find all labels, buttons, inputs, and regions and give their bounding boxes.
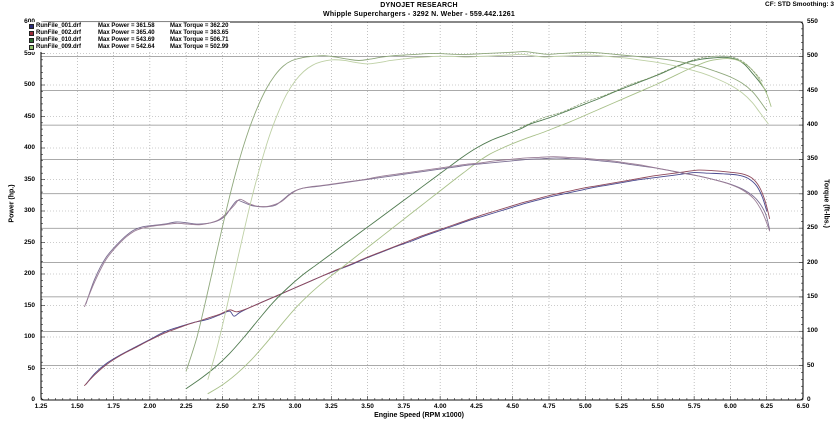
y-tick-left-label: 200: [24, 270, 35, 277]
y-tick-right-label: 200: [807, 258, 818, 266]
legend-max-torque: Max Torque = 362.20: [170, 23, 229, 29]
series-line: [84, 169, 771, 386]
y-tick-right-label: 500: [807, 52, 818, 60]
y-tick-left-label: 500: [24, 81, 35, 88]
legend-max-torque: Max Torque = 506.71: [170, 37, 229, 43]
legend-color-swatch: [29, 31, 34, 36]
series-line: [85, 172, 768, 385]
legend-row[interactable]: RunFile_009.drf Max Power = 542.64 Max Tor…: [29, 44, 228, 51]
x-tick-label: 2.75: [252, 403, 266, 410]
y-tick-right-label: 450: [807, 86, 818, 94]
x-tick-label: 2.00: [143, 403, 157, 410]
chart-title: DYNOJET RESEARCH: [380, 2, 458, 9]
y-tick-right-label: 350: [807, 155, 818, 163]
x-tick-label: 3.25: [324, 403, 338, 410]
series-line: [185, 56, 768, 390]
y-tick-left-label: 0: [31, 396, 35, 403]
legend-row[interactable]: RunFile_002.drf Max Power = 365.40 Max Tor…: [29, 30, 228, 37]
x-tick-label: 3.75: [397, 403, 411, 410]
grid-minor: [41, 56, 803, 366]
legend-color-swatch: [29, 24, 34, 29]
y-tick-left-label: 300: [24, 207, 35, 214]
series-line: [207, 53, 769, 380]
legend-run-filename: RunFile_010.drf: [36, 37, 82, 43]
y-tick-left-label: 50: [27, 364, 35, 372]
y-tick-right-label: 250: [807, 224, 818, 232]
y-tick-left-label: 150: [24, 301, 35, 309]
x-tick-label: 4.25: [470, 403, 483, 410]
chart-legend: RunFile_001.drf Max Power = 361.58 Max Tor…: [28, 22, 231, 52]
y-tick-right-label: 0: [807, 396, 811, 403]
legend-row[interactable]: RunFile_010.drf Max Power = 543.69 Max Tor…: [29, 37, 228, 44]
x-tick-label: 5.00: [578, 403, 592, 410]
legend-max-torque: Max Torque = 502.99: [170, 44, 229, 50]
y-tick-left-label: 100: [24, 333, 35, 340]
legend-color-swatch: [29, 38, 34, 43]
y-tick-left-label: 450: [24, 112, 35, 120]
x-tick-label: 1.25: [34, 403, 48, 410]
x-tick-label: 1.50: [70, 403, 84, 410]
y-tick-right-label: 300: [807, 189, 818, 197]
series-group: [84, 51, 772, 395]
series-line: [185, 51, 768, 372]
x-tick-label: 2.50: [216, 403, 229, 410]
y-tick-right-label: 50: [807, 361, 815, 369]
x-tick-label: 2.25: [179, 403, 193, 410]
legend-max-power: Max Power = 543.69: [98, 37, 155, 43]
correction-factor-label: CF: STD Smoothing: 3: [765, 1, 834, 8]
x-tick-label: 6.00: [724, 403, 737, 410]
x-tick-label: 5.75: [687, 403, 701, 410]
y-tick-left-label: 550: [24, 49, 35, 57]
series-line: [207, 58, 772, 395]
plot-frame: [40, 21, 804, 401]
series-line: [84, 156, 771, 307]
legend-run-filename: RunFile_002.drf: [36, 30, 82, 36]
y-tick-right-label: 400: [807, 121, 818, 129]
legend-max-torque: Max Torque = 363.65: [170, 30, 229, 36]
legend-color-swatch: [29, 45, 34, 50]
x-tick-label: 4.50: [506, 403, 520, 410]
y-axis-left-label: Power (hp.): [8, 184, 16, 223]
y-tick-right-label: 550: [807, 18, 818, 25]
x-tick-label: 5.50: [651, 403, 665, 410]
x-tick-label: 3.50: [361, 403, 374, 410]
x-tick-label: 6.25: [760, 403, 774, 410]
legend-max-power: Max Power = 365.40: [98, 30, 155, 36]
x-axis-label: Engine Speed (RPM x1000): [374, 412, 464, 419]
y-tick-left-label: 600: [13, 18, 35, 25]
y-tick-right-label: 150: [807, 292, 818, 300]
legend-max-power: Max Power = 361.58: [98, 23, 155, 29]
y-tick-right-label: 100: [807, 327, 818, 335]
y-tick-left-label: 350: [24, 175, 35, 183]
x-tick-label: 4.75: [542, 403, 556, 410]
legend-max-power: Max Power = 542.64: [98, 44, 155, 50]
chart-subtitle: Whipple Superchargers - 3292 N. Weber - …: [323, 11, 515, 18]
series-line: [519, 55, 763, 129]
x-tick-label: 4.00: [433, 403, 447, 410]
x-tick-label: 3.00: [288, 403, 302, 410]
y-tick-left-label: 400: [24, 144, 35, 151]
x-tick-label: 6.50: [796, 403, 810, 410]
y-tick-left-label: 250: [24, 238, 35, 246]
x-tick-label: 5.25: [615, 403, 628, 410]
legend-run-filename: RunFile_009.drf: [36, 44, 82, 50]
legend-run-filename: RunFile_001.drf: [36, 23, 82, 29]
legend-row[interactable]: RunFile_001.drf Max Power = 361.58 Max Tor…: [29, 23, 228, 30]
x-tick-label: 1.75: [107, 403, 120, 410]
